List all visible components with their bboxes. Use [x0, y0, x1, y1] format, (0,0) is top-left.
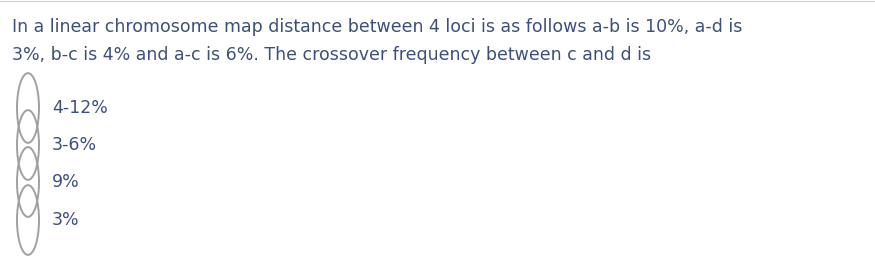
Text: 3%: 3%: [52, 211, 80, 229]
Text: In a linear chromosome map distance between 4 loci is as follows a-b is 10%, a-d: In a linear chromosome map distance betw…: [12, 18, 742, 36]
Text: 3-6%: 3-6%: [52, 136, 97, 154]
Text: 4-12%: 4-12%: [52, 99, 108, 117]
Text: 9%: 9%: [52, 173, 80, 191]
Text: 3%, b-c is 4% and a-c is 6%. The crossover frequency between c and d is: 3%, b-c is 4% and a-c is 6%. The crossov…: [12, 46, 651, 64]
